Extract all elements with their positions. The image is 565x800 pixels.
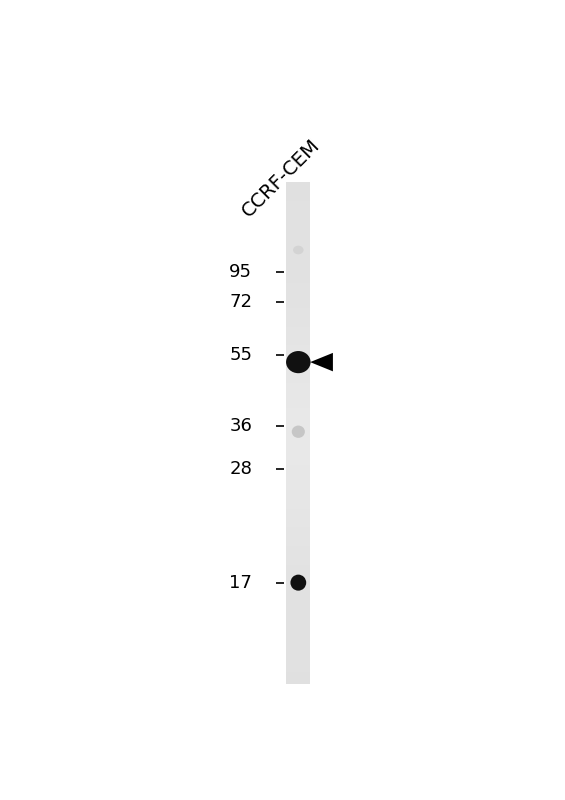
Text: 36: 36 (229, 417, 253, 434)
Bar (286, 597, 310, 602)
Bar (286, 245, 310, 251)
Bar (286, 646, 310, 653)
Bar (286, 590, 310, 597)
Bar (286, 201, 310, 207)
Bar (286, 640, 310, 646)
Bar (286, 364, 310, 370)
Bar (286, 672, 310, 678)
Ellipse shape (292, 426, 305, 438)
Bar (286, 377, 310, 383)
Bar (286, 483, 310, 490)
Ellipse shape (290, 574, 306, 590)
Text: 95: 95 (229, 262, 253, 281)
Bar (286, 390, 310, 396)
Bar (286, 358, 310, 364)
Bar (286, 258, 310, 264)
Bar (286, 622, 310, 628)
Bar (286, 308, 310, 314)
Bar (286, 628, 310, 634)
Text: 28: 28 (229, 460, 253, 478)
Text: CCRF-CEM: CCRF-CEM (238, 136, 323, 222)
Bar (286, 571, 310, 578)
Bar (286, 302, 310, 308)
Bar (286, 289, 310, 295)
Bar (286, 339, 310, 346)
Bar (286, 634, 310, 640)
Bar (286, 502, 310, 509)
Bar (286, 653, 310, 659)
Bar (286, 346, 310, 352)
Bar (286, 414, 310, 421)
Bar (286, 207, 310, 214)
Bar (286, 434, 310, 439)
Text: 55: 55 (229, 346, 253, 364)
Bar (286, 182, 310, 189)
Bar (286, 320, 310, 326)
Bar (286, 546, 310, 553)
Bar (286, 678, 310, 684)
Bar (286, 496, 310, 502)
Bar (286, 465, 310, 471)
Bar (286, 659, 310, 666)
Bar (286, 282, 310, 289)
Bar (286, 553, 310, 558)
Bar (286, 427, 310, 434)
Bar (286, 458, 310, 465)
Text: 17: 17 (229, 574, 253, 592)
Bar (286, 194, 310, 201)
Bar (286, 446, 310, 452)
Bar (286, 534, 310, 540)
Bar (286, 402, 310, 408)
Bar (286, 333, 310, 339)
Bar (286, 189, 310, 194)
Bar (286, 383, 310, 390)
Bar (286, 609, 310, 615)
Bar (286, 584, 310, 590)
Bar (286, 370, 310, 377)
Bar (286, 439, 310, 446)
Bar (286, 264, 310, 270)
Bar (286, 270, 310, 276)
Bar (286, 471, 310, 477)
Bar (286, 352, 310, 358)
Bar (286, 421, 310, 427)
Bar (286, 295, 310, 302)
Bar (286, 452, 310, 458)
Bar (286, 182, 310, 684)
Bar (286, 326, 310, 333)
Bar (286, 558, 310, 565)
Bar (286, 214, 310, 220)
Bar (286, 276, 310, 282)
Bar (286, 615, 310, 622)
Bar (286, 490, 310, 496)
Bar (286, 314, 310, 320)
Bar (286, 602, 310, 609)
Polygon shape (310, 353, 333, 371)
Bar (286, 540, 310, 546)
Bar (286, 251, 310, 258)
Bar (286, 233, 310, 238)
Bar (286, 509, 310, 515)
Bar (286, 477, 310, 483)
Bar (286, 527, 310, 534)
Ellipse shape (286, 351, 311, 373)
Bar (286, 666, 310, 672)
Text: 72: 72 (229, 294, 253, 311)
Bar (286, 220, 310, 226)
Bar (286, 408, 310, 414)
Ellipse shape (293, 246, 303, 254)
Bar (286, 226, 310, 233)
Bar (286, 578, 310, 584)
Bar (286, 515, 310, 521)
Bar (286, 565, 310, 571)
Bar (286, 396, 310, 402)
Bar (286, 238, 310, 245)
Bar (286, 521, 310, 527)
